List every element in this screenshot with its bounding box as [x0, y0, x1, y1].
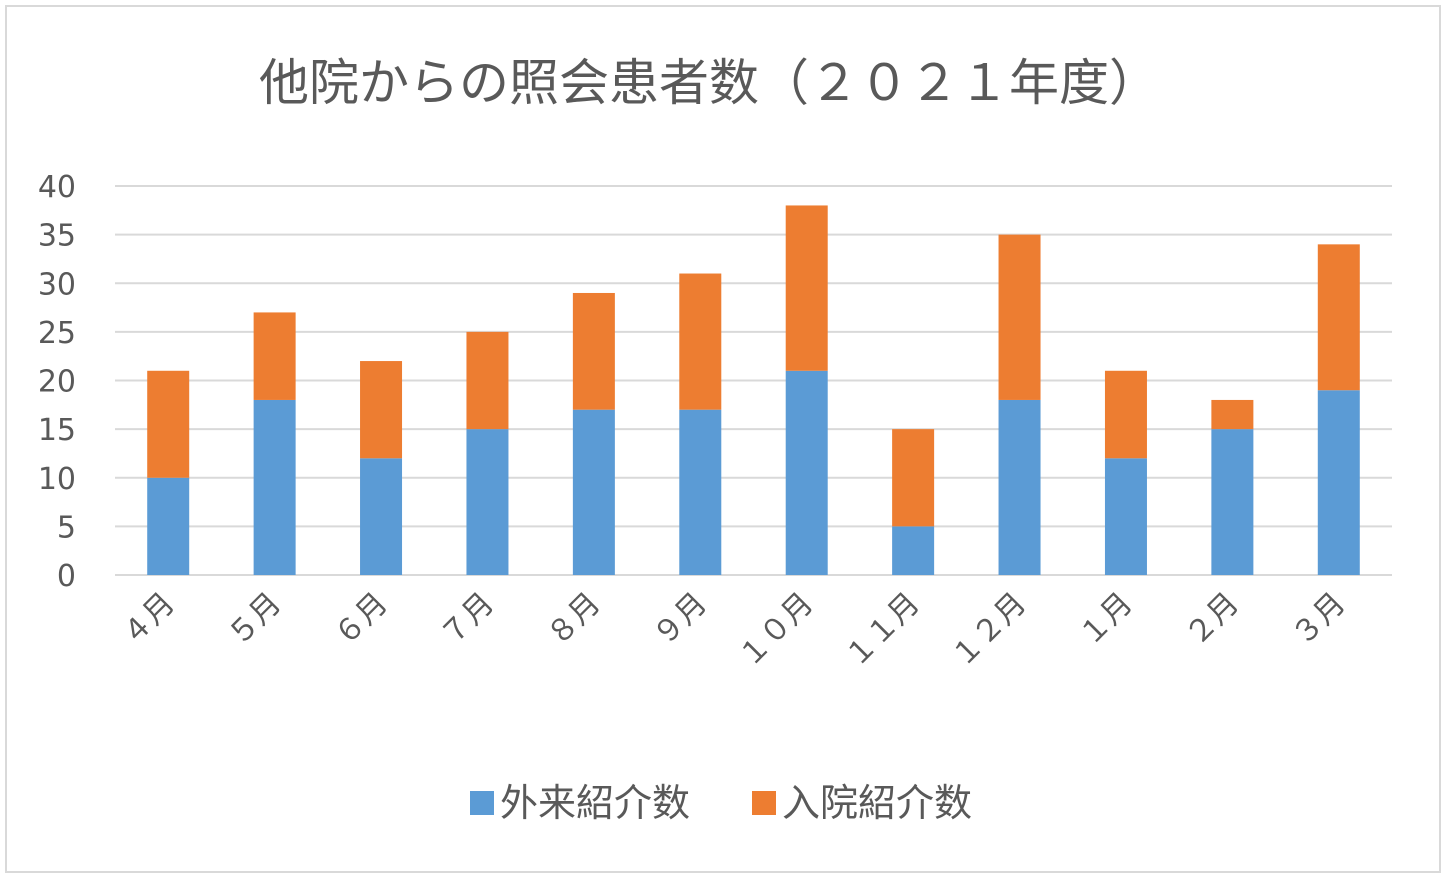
bar-outpatient — [998, 399, 1041, 575]
x-tick-label: ８月 — [540, 586, 607, 653]
y-tick-label: 40 — [38, 170, 76, 205]
bar-inpatient — [1104, 370, 1147, 459]
chart-title: 他院からの照会患者数（２０２１年度） — [259, 54, 1159, 112]
x-tick-label: １月 — [1072, 586, 1139, 653]
legend-swatch — [752, 791, 776, 815]
bar-outpatient — [572, 409, 615, 575]
bar-outpatient — [253, 399, 296, 575]
y-tick-label: 5 — [57, 510, 76, 545]
x-tick-label: ７月 — [434, 586, 501, 653]
x-tick-label: ５月 — [221, 586, 288, 653]
bar-inpatient — [253, 312, 296, 400]
bar-outpatient — [360, 458, 403, 575]
bar-outpatient — [785, 370, 828, 575]
bar-inpatient — [147, 370, 190, 478]
x-tick-label: １２月 — [945, 586, 1033, 674]
y-tick-label: 10 — [38, 462, 76, 497]
x-tick-label: ４月 — [115, 586, 182, 653]
bar-outpatient — [147, 477, 190, 575]
y-tick-label: 30 — [38, 267, 76, 302]
legend-swatch — [470, 791, 494, 815]
y-tick-label: 0 — [57, 559, 76, 594]
bar-outpatient — [679, 409, 722, 575]
gridlines — [115, 185, 1392, 576]
bar-inpatient — [1317, 244, 1360, 391]
bar-inpatient — [998, 234, 1041, 400]
y-axis: 0 5 10 15 20 25 30 35 40 — [38, 170, 76, 594]
y-tick-label: 35 — [38, 219, 76, 254]
x-tick-label: ２月 — [1179, 586, 1246, 653]
x-tick-label: １０月 — [732, 586, 820, 674]
bar-inpatient — [466, 331, 509, 430]
chart-frame — [5, 5, 1441, 873]
bar-outpatient — [892, 526, 935, 575]
bar-outpatient — [1317, 390, 1360, 575]
y-tick-label: 20 — [38, 365, 76, 400]
bar-outpatient — [1104, 458, 1147, 575]
bar-outpatient — [1211, 429, 1254, 575]
bar-inpatient — [785, 205, 828, 371]
x-tick-label: １１月 — [838, 586, 926, 674]
x-tick-label: ３月 — [1285, 586, 1352, 653]
x-tick-label: ６月 — [328, 586, 395, 653]
bar-inpatient — [572, 292, 615, 410]
legend-label: 入院紹介数 — [782, 781, 972, 825]
bars — [147, 205, 1360, 575]
y-tick-label: 25 — [38, 316, 76, 351]
legend: 外来紹介数 入院紹介数 — [470, 781, 972, 825]
bar-inpatient — [360, 361, 403, 459]
x-axis: ４月 ５月 ６月 ７月 ８月 ９月 １０月 １１月 １２月 １月 ２月 ３月 — [115, 586, 1353, 674]
x-tick-label: ９月 — [647, 586, 714, 653]
bar-inpatient — [679, 273, 722, 410]
bar-outpatient — [466, 429, 509, 575]
bar-inpatient — [1211, 399, 1254, 430]
y-tick-label: 15 — [38, 413, 76, 448]
legend-label: 外来紹介数 — [500, 781, 690, 825]
bar-inpatient — [892, 429, 935, 527]
